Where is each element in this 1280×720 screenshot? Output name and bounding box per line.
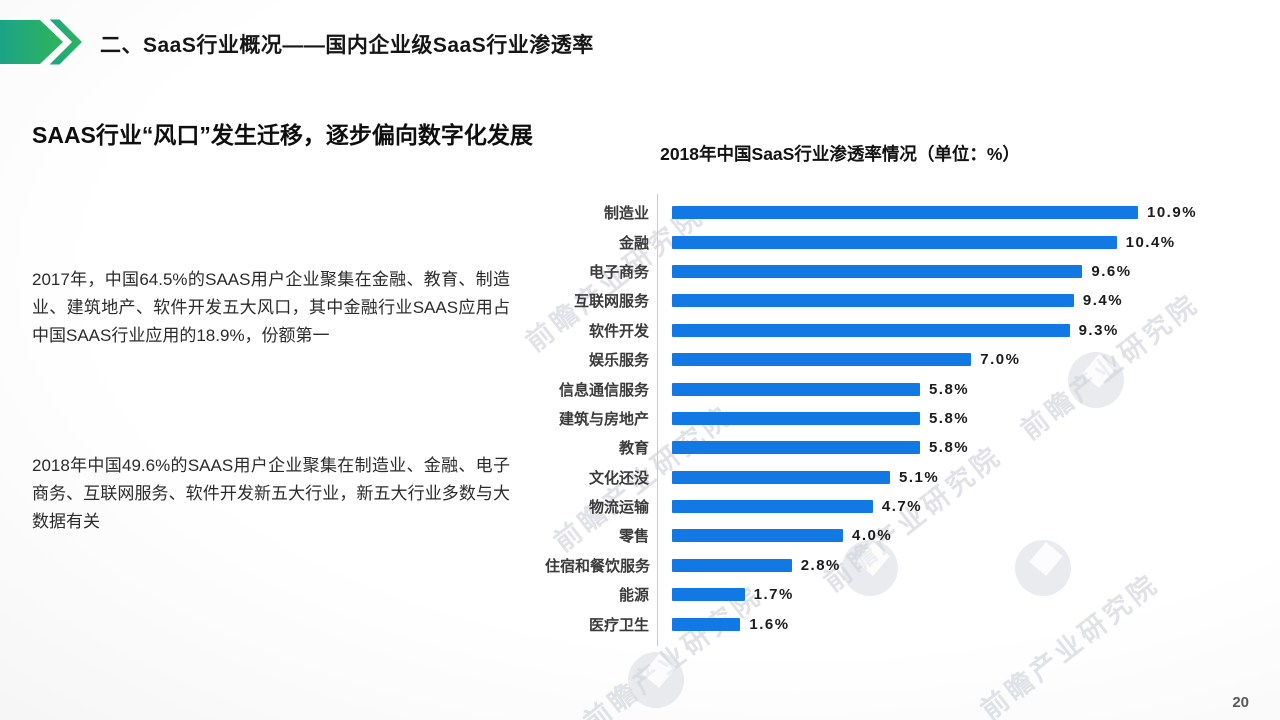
bar — [672, 264, 1083, 278]
bar-track: 4.0% — [672, 527, 892, 544]
page-number: 20 — [1232, 694, 1249, 711]
bar-track: 9.4% — [672, 292, 1123, 309]
bar-track: 5.8% — [672, 439, 969, 456]
bar-value-label: 4.0% — [852, 527, 893, 545]
bar-category-label: 制造业 — [603, 205, 649, 223]
bar-category-label: 建筑与房地产 — [558, 410, 649, 428]
bar-track: 5.8% — [672, 410, 969, 427]
chart-row: 软件开发 9.3% — [545, 316, 1197, 345]
bar-category-label: 物流运输 — [588, 499, 649, 517]
chart-row: 金融 10.4% — [545, 227, 1197, 256]
chart-row: 物流运输 4.7% — [545, 492, 1197, 521]
chart-row: 住宿和餐饮服务 2.8% — [545, 551, 1197, 580]
chart-title: 2018年中国SaaS行业渗透率情况（单位：%） — [660, 144, 1020, 164]
bar — [672, 558, 792, 572]
bar-track: 1.6% — [672, 616, 790, 633]
chart-row: 娱乐服务 7.0% — [545, 345, 1197, 374]
chart-row: 互联网服务 9.4% — [545, 286, 1197, 315]
chart-row: 文化还没 5.1% — [545, 463, 1197, 492]
bar-category-label: 互联网服务 — [573, 293, 649, 311]
bar-chart: 制造业 10.9% 金融 10.4% 电子商务 9.6% 互联网服务 9.4% 软件开发 9.3%… — [545, 198, 1197, 639]
bar-value-label: 7.0% — [980, 351, 1021, 369]
bar-category-label: 文化还没 — [588, 469, 649, 487]
chart-row: 零售 4.0% — [545, 521, 1197, 550]
body-paragraph-2017: 2017年，中国64.5%的SAAS用户企业聚集在金融、教育、制造业、建筑地产、… — [32, 270, 510, 345]
bar-value-label: 4.7% — [881, 498, 923, 516]
chart-y-axis-line — [657, 194, 658, 646]
chart-row: 建筑与房地产 5.8% — [545, 404, 1197, 433]
bar-category-label: 零售 — [618, 528, 649, 546]
bar-value-label: 5.8% — [928, 439, 970, 457]
bar-category-label: 住宿和餐饮服务 — [545, 557, 651, 575]
bar — [672, 441, 920, 455]
bar-category-label: 软件开发 — [588, 322, 649, 340]
bar-category-label: 教育 — [618, 440, 649, 458]
bar-track: 2.8% — [672, 557, 841, 574]
chart-row: 制造业 10.9% — [545, 198, 1197, 227]
bar-track: 10.4% — [672, 234, 1176, 251]
bar-value-label: 9.6% — [1091, 262, 1132, 280]
bar-track: 10.9% — [672, 204, 1197, 221]
header-arrow-icon — [0, 17, 87, 67]
page-title: 二、SaaS行业概况——国内企业级SaaS行业渗透率 — [100, 34, 594, 57]
bar-category-label: 金融 — [618, 234, 649, 252]
bar-category-label: 能源 — [618, 587, 649, 605]
body-paragraph-2018: 2018年中国49.6%的SAAS用户企业聚集在制造业、金融、电子商务、互联网服… — [32, 456, 510, 531]
bar — [672, 411, 920, 425]
bar — [672, 353, 972, 367]
bar-value-label: 1.6% — [749, 615, 790, 633]
bar-track: 9.3% — [672, 322, 1119, 339]
bar-track: 4.7% — [672, 498, 922, 515]
bar-value-label: 1.7% — [753, 586, 794, 604]
bar-value-label: 9.3% — [1078, 321, 1119, 339]
bar-category-label: 医疗卫生 — [588, 616, 649, 634]
bar — [672, 617, 741, 631]
bar-value-label: 5.8% — [928, 380, 970, 398]
bar-track: 5.8% — [672, 381, 969, 398]
bar — [672, 470, 891, 484]
bar-track: 5.1% — [672, 469, 939, 486]
bar — [672, 588, 745, 602]
bar-value-label: 10.4% — [1125, 233, 1176, 251]
bar — [672, 382, 920, 396]
chart-row: 医疗卫生 1.6% — [545, 609, 1197, 638]
bar — [672, 235, 1117, 249]
bar-value-label: 2.8% — [800, 556, 841, 574]
bar — [672, 500, 873, 514]
bar — [672, 294, 1074, 308]
slide-subtitle: SAAS行业“风口”发生迁移，逐步偏向数字化发展 — [32, 122, 533, 148]
bar-value-label: 9.4% — [1082, 292, 1124, 310]
bar-value-label: 10.9% — [1147, 204, 1198, 222]
bar-category-label: 娱乐服务 — [588, 352, 649, 370]
chart-row: 信息通信服务 5.8% — [545, 374, 1197, 403]
chart-row: 能源 1.7% — [545, 580, 1197, 609]
bar-category-label: 信息通信服务 — [558, 381, 649, 399]
bar — [672, 323, 1070, 337]
watermark-logo-icon — [628, 652, 684, 708]
bar-value-label: 5.8% — [928, 409, 970, 427]
bar-track: 7.0% — [672, 351, 1020, 368]
chart-row: 电子商务 9.6% — [545, 257, 1197, 286]
bar — [672, 529, 843, 543]
bar-track: 1.7% — [672, 586, 794, 603]
chart-row: 教育 5.8% — [545, 433, 1197, 462]
bar-category-label: 电子商务 — [588, 263, 649, 281]
bar-track: 9.6% — [672, 263, 1132, 280]
bar — [672, 206, 1138, 220]
bar-value-label: 5.1% — [899, 468, 940, 486]
